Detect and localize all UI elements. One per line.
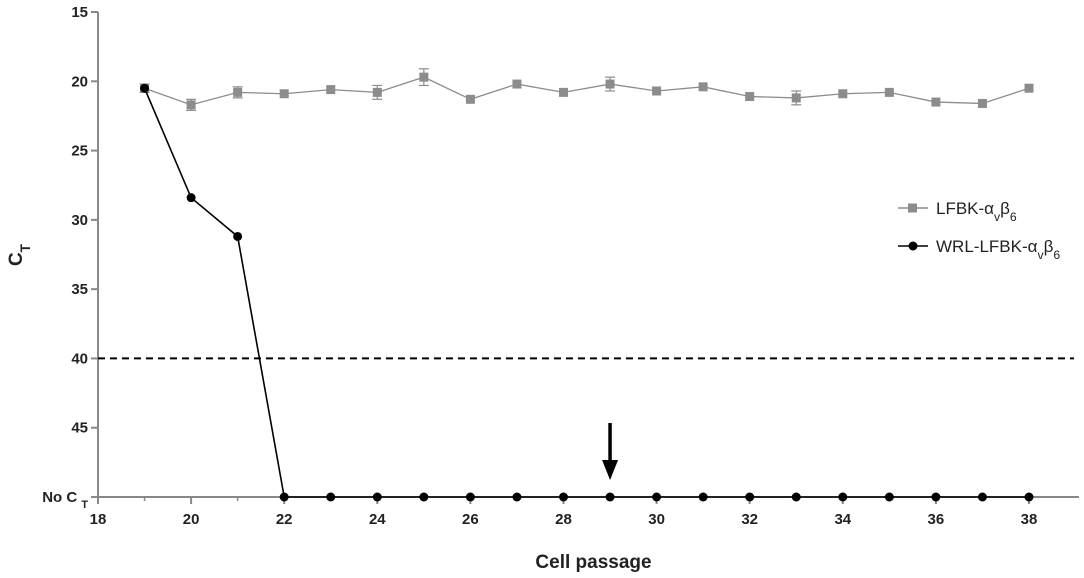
data-point-circle (512, 492, 522, 502)
data-point-circle (698, 492, 708, 502)
data-point-circle (140, 83, 150, 93)
annotations (602, 423, 619, 480)
y-tick-label: 40 (71, 350, 88, 367)
data-point-square (186, 100, 196, 110)
y-tick-label-no-ct: No C T (42, 489, 88, 511)
data-point-square (1024, 83, 1034, 93)
x-tick-label: 38 (1021, 511, 1038, 528)
data-point-circle (838, 492, 848, 502)
data-point-circle (233, 231, 243, 241)
data-point-square (652, 86, 662, 96)
data-point-square (279, 89, 289, 99)
data-point-circle (1024, 492, 1034, 502)
data-point-square (419, 72, 429, 82)
x-tick-label: 24 (369, 511, 386, 528)
x-tick-label: 26 (462, 511, 479, 528)
legend-entry: WRL-LFBK-αvβ6 (898, 237, 1060, 262)
data-point-circle (419, 492, 429, 502)
legend: LFBK-αvβ6 WRL-LFBK-αvβ6 (898, 199, 1060, 262)
data-point-square (512, 79, 522, 89)
x-tick-label: 34 (834, 511, 851, 528)
series-lfbk (139, 68, 1034, 111)
legend-label: WRL-LFBK-αvβ6 (936, 237, 1060, 262)
data-point-square (372, 87, 382, 97)
data-point-square (791, 93, 801, 103)
legend-label: LFBK-αvβ6 (936, 199, 1017, 224)
data-point-square (326, 85, 336, 95)
data-point-square (745, 92, 755, 102)
series-line (144, 76, 1030, 106)
arrow-head-icon (602, 460, 619, 480)
x-tick-label: 28 (555, 511, 572, 528)
data-point-square (931, 97, 941, 107)
data-point-circle (652, 492, 662, 502)
x-tick-label: 32 (741, 511, 758, 528)
legend-entry: LFBK-αvβ6 (898, 199, 1017, 224)
data-point-square (605, 79, 615, 89)
data-point-square (884, 87, 894, 97)
data-point-circle (884, 492, 894, 502)
data-point-square (838, 89, 848, 99)
data-point-circle (326, 492, 336, 502)
y-tick-label: 20 (71, 73, 88, 90)
data-point-square (559, 87, 568, 97)
x-tick-label: 36 (928, 511, 945, 528)
data-point-circle (372, 492, 382, 502)
data-point-square (977, 98, 987, 108)
y-tick-label: 25 (71, 143, 88, 160)
y-tick-label: 45 (71, 420, 88, 437)
y-tick-label: 15 (71, 4, 88, 21)
data-point-circle (559, 492, 568, 502)
data-point-circle (605, 492, 615, 502)
legend-square-icon (908, 203, 917, 213)
x-tick-label: 20 (183, 511, 200, 528)
data-point-circle (465, 492, 475, 502)
data-point-circle (745, 492, 755, 502)
data-point-square (465, 94, 475, 104)
legend-circle-icon (908, 241, 918, 251)
data-point-square (233, 87, 243, 97)
data-point-circle (186, 193, 196, 203)
y-axis-title: CT (6, 243, 33, 266)
data-point-circle (791, 492, 801, 502)
x-tick-label: 30 (648, 511, 665, 528)
data-point-circle (977, 492, 987, 502)
y-tick-label: 30 (71, 212, 88, 229)
x-tick-label: 18 (90, 511, 107, 528)
axes: 15 20 25 30 35 40 45 No C T18 20 22 24 26 28 30 32 34 36… (6, 4, 1079, 573)
x-axis-title: Cell passage (535, 552, 651, 573)
x-tick-label: 22 (276, 511, 293, 528)
data-point-square (698, 82, 708, 92)
y-tick-label: 35 (71, 281, 88, 298)
data-point-circle (279, 492, 289, 502)
series-line (143, 87, 1029, 498)
series-wrl-lfbk (140, 83, 1034, 502)
series-group (139, 68, 1034, 502)
data-point-circle (931, 492, 941, 502)
